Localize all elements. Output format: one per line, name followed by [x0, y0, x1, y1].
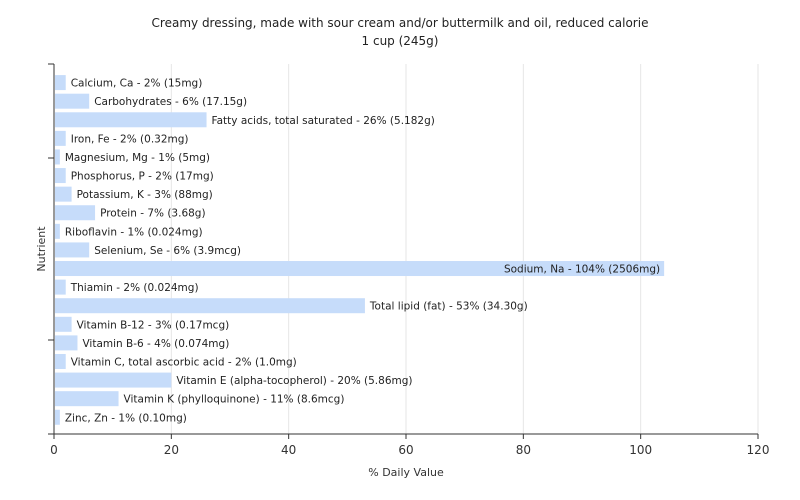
x-tick-label: 40 [281, 443, 296, 457]
bar-label: Vitamin E (alpha-tocopherol) - 20% (5.86… [176, 375, 412, 387]
bar [55, 391, 119, 407]
bar [55, 279, 66, 295]
bar-label: Total lipid (fat) - 53% (34.30g) [369, 301, 528, 313]
chart-subtitle: 1 cup (245g) [362, 34, 439, 48]
y-axis-label: Nutrient [35, 226, 48, 272]
chart-title: Creamy dressing, made with sour cream an… [152, 16, 649, 30]
x-axis-label: % Daily Value [368, 466, 444, 479]
x-ticks-group: 0 20 40 60 80 100 120 [50, 434, 769, 457]
bar [55, 335, 78, 351]
bar-label: Zinc, Zn - 1% (0.10mg) [65, 412, 187, 424]
bar-label: Phosphorus, P - 2% (17mg) [71, 171, 214, 183]
bar-label: Selenium, Se - 6% (3.9mcg) [94, 245, 241, 257]
bar-label: Thiamin - 2% (0.024mg) [70, 282, 199, 294]
bar-label: Iron, Fe - 2% (0.32mg) [71, 133, 189, 145]
x-tick-label: 20 [164, 443, 179, 457]
bar-label: Vitamin B-12 - 3% (0.17mcg) [77, 319, 230, 331]
bar [55, 149, 60, 165]
bar-label: Magnesium, Mg - 1% (5mg) [65, 152, 210, 164]
bar-label: Protein - 7% (3.68g) [100, 208, 206, 220]
bar-label: Sodium, Na - 104% (2506mg) [504, 264, 660, 276]
bar [55, 242, 90, 258]
bar [55, 93, 90, 109]
bar-label: Vitamin B-6 - 4% (0.074mg) [82, 338, 229, 350]
bar-label: Riboflavin - 1% (0.024mg) [65, 226, 203, 238]
bars-group: Calcium, Ca - 2% (15mg) Carbohydrates - 6… [55, 75, 665, 425]
bar [55, 186, 72, 202]
x-tick-label: 120 [747, 443, 770, 457]
x-tick-label: 100 [629, 443, 652, 457]
x-tick-label: 0 [50, 443, 58, 457]
x-tick-label: 60 [398, 443, 413, 457]
bar [55, 168, 66, 184]
bar-label: Fatty acids, total saturated - 26% (5.18… [212, 115, 435, 127]
bar-label: Potassium, K - 3% (88mg) [77, 189, 213, 201]
bar-label: Carbohydrates - 6% (17.15g) [94, 96, 247, 108]
bar-label: Vitamin K (phylloquinone) - 11% (8.6mcg) [124, 394, 345, 406]
bar [55, 205, 96, 221]
x-tick-label: 80 [516, 443, 531, 457]
bar [55, 112, 207, 128]
bar [55, 409, 60, 425]
bar [55, 223, 60, 239]
bar [55, 298, 365, 314]
grid-lines [170, 64, 759, 434]
bar-label: Calcium, Ca - 2% (15mg) [71, 78, 203, 90]
bar [55, 353, 66, 369]
bar [55, 75, 66, 91]
bar [55, 316, 72, 332]
bar [55, 130, 66, 146]
bar-label: Vitamin C, total ascorbic acid - 2% (1.0… [71, 356, 297, 368]
bar [55, 261, 665, 277]
bar [55, 372, 172, 388]
